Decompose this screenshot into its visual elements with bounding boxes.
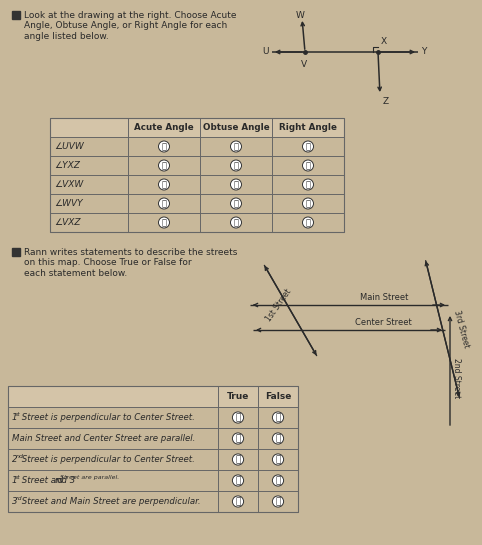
- Text: True: True: [227, 392, 249, 401]
- Bar: [50, 118, 344, 232]
- Text: 2nd Street: 2nd Street: [453, 358, 461, 398]
- Text: ⓑ: ⓑ: [306, 180, 310, 189]
- Text: ⓔ: ⓔ: [233, 161, 239, 170]
- Text: ⓝ: ⓝ: [233, 218, 239, 227]
- Text: Y: Y: [421, 47, 427, 57]
- Bar: [8, 386, 298, 512]
- Text: X: X: [381, 37, 387, 46]
- Text: V: V: [301, 60, 307, 69]
- Text: ⓗ: ⓗ: [275, 476, 281, 485]
- Text: Center Street: Center Street: [355, 318, 412, 327]
- Text: rd: rd: [15, 496, 22, 501]
- Text: Street is perpendicular to Center Street.: Street is perpendicular to Center Street…: [19, 455, 194, 464]
- Text: ⓕ: ⓕ: [306, 161, 310, 170]
- Bar: [12, 11, 20, 19]
- Text: Right Angle: Right Angle: [279, 123, 337, 132]
- Text: 1st Street: 1st Street: [264, 288, 293, 324]
- Text: Rann writes statements to describe the streets
on this map. Choose True or False: Rann writes statements to describe the s…: [24, 248, 237, 278]
- Text: Ⓐ: Ⓐ: [235, 413, 241, 422]
- Bar: [50, 118, 344, 137]
- Text: ∠UVW: ∠UVW: [54, 142, 84, 151]
- Text: ⓕ: ⓕ: [275, 455, 281, 464]
- Text: ⓖ: ⓖ: [161, 199, 166, 208]
- Text: 2: 2: [12, 455, 17, 464]
- Text: ⓗ: ⓗ: [233, 199, 239, 208]
- Text: Street and 3: Street and 3: [19, 476, 75, 485]
- Text: ⓑ: ⓑ: [306, 199, 310, 208]
- Text: U: U: [263, 47, 269, 57]
- Bar: [12, 248, 20, 256]
- Text: ∠VXW: ∠VXW: [54, 180, 83, 189]
- Text: ⓔ: ⓔ: [161, 180, 166, 189]
- Text: rd: rd: [54, 476, 64, 485]
- Text: ⓙ: ⓙ: [275, 497, 281, 506]
- Text: Ⓑ: Ⓑ: [233, 142, 239, 151]
- Text: 3: 3: [12, 497, 17, 506]
- Text: Street is perpendicular to Center Street.: Street is perpendicular to Center Street…: [19, 413, 194, 422]
- Text: False: False: [265, 392, 291, 401]
- Text: Ⓒ: Ⓒ: [235, 434, 241, 443]
- Text: ⓔ: ⓔ: [235, 455, 241, 464]
- Text: 1: 1: [12, 476, 17, 485]
- Text: 1: 1: [12, 413, 17, 422]
- Text: ∠WVY: ∠WVY: [54, 199, 82, 208]
- Text: ⓓ: ⓓ: [161, 161, 166, 170]
- Text: ⓖ: ⓖ: [235, 476, 241, 485]
- Text: ⓞ: ⓞ: [306, 218, 310, 227]
- Text: Obtuse Angle: Obtuse Angle: [203, 123, 269, 132]
- Text: Main Street and Center Street are parallel.: Main Street and Center Street are parall…: [12, 434, 195, 443]
- Text: st: st: [15, 412, 21, 417]
- Text: ⓘ: ⓘ: [235, 497, 241, 506]
- Bar: [8, 386, 298, 407]
- Text: nd: nd: [15, 454, 24, 459]
- Text: Ⓐ: Ⓐ: [161, 142, 166, 151]
- Text: Look at the drawing at the right. Choose Acute
Angle, Obtuse Angle, or Right Ang: Look at the drawing at the right. Choose…: [24, 11, 237, 41]
- Text: W: W: [295, 11, 305, 20]
- Text: Street are parallel.: Street are parallel.: [58, 475, 119, 480]
- Text: Main Street: Main Street: [360, 293, 408, 302]
- Text: ∠YXZ: ∠YXZ: [54, 161, 80, 170]
- Text: 3rd Street: 3rd Street: [453, 309, 471, 349]
- Text: Ⓒ: Ⓒ: [306, 142, 310, 151]
- Text: Ⓑ: Ⓑ: [275, 413, 281, 422]
- Text: Z: Z: [383, 97, 389, 106]
- Text: st: st: [15, 475, 21, 480]
- Text: Street and Main Street are perpendicular.: Street and Main Street are perpendicular…: [19, 497, 200, 506]
- Text: ∠VXZ: ∠VXZ: [54, 218, 80, 227]
- Text: ⓓ: ⓓ: [275, 434, 281, 443]
- Text: ⓐ: ⓐ: [233, 180, 239, 189]
- Text: ⓜ: ⓜ: [161, 218, 166, 227]
- Text: Acute Angle: Acute Angle: [134, 123, 194, 132]
